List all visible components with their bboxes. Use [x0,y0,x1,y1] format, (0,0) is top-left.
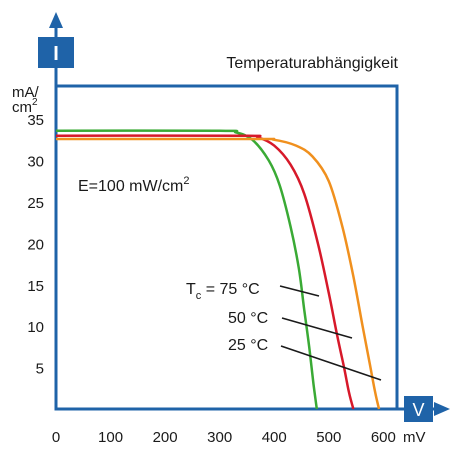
curve-leader-line [281,317,353,339]
y-tick-label: 30 [27,154,44,171]
x-tick-label: 100 [98,429,123,446]
y-tick-label: 35 [27,112,44,129]
curve-label-25c: 25 °C [228,337,268,354]
curve-label-75c: Tc = 75 °C [186,281,260,302]
curve-label-50c: 50 °C [228,310,268,327]
x-tick-label: 400 [262,429,287,446]
irradiance-text: E=100 mW/cm [78,178,183,195]
x-axis-badge-label: V [412,400,424,420]
x-tick-label: 0 [52,429,60,446]
x-tick-label: 200 [153,429,178,446]
iv-curve-50c [55,134,355,410]
curve-labels: Tc = 75 °C 50 °C 25 °C [186,281,382,381]
x-tick-label: 600 [371,429,396,446]
y-tick-label: 10 [27,319,44,336]
x-axis-badge [404,396,433,422]
curve-leader-line [280,345,382,381]
irradiance-sup: 2 [183,175,189,187]
y-tick-label: 5 [36,361,44,378]
iv-curve-25c [55,137,381,410]
x-axis-arrowhead [434,402,450,416]
y-tick-label: 25 [27,195,44,212]
x-unit-label: mV [403,429,426,446]
iv-curves [55,129,381,410]
x-tick-label: 300 [207,429,232,446]
y-unit-base: cm [12,99,32,116]
y-axis-badge-label: I [53,43,59,65]
x-tick-label: 500 [316,429,341,446]
y-tick-label: 15 [27,278,44,295]
curve-label-sub: c [196,290,202,302]
y-axis-badge [38,37,74,68]
irradiance-annotation: E=100 mW/cm2 [78,175,189,195]
curve-label-prefix: T [186,281,196,298]
iv-curve-75c [55,129,319,410]
curve-label-tail: = 75 °C [201,281,259,298]
y-unit-exp: 2 [32,97,38,108]
y-axis-arrowhead [49,12,63,28]
y-tick-label: 20 [27,236,44,253]
curve-leader-line [279,285,320,297]
plot-frame [54,84,399,411]
y-unit-bottom: cm2 [12,97,38,116]
chart-title: Temperaturabhängigkeit [226,55,398,72]
y-unit-top: mA/ [12,84,40,101]
axis-ticks: 5 10 15 20 25 30 35 0 100 200 300 400 500 600 [27,112,396,446]
